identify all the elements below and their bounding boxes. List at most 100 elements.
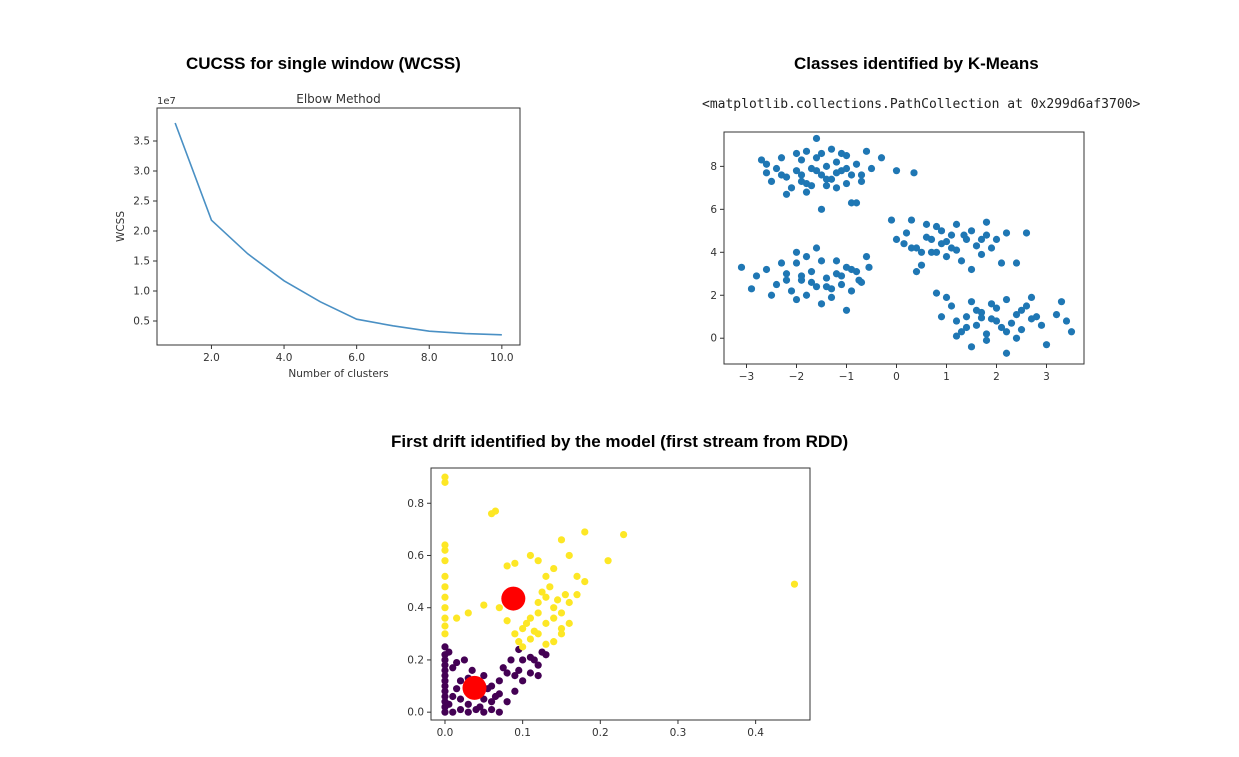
y-tick-label: 3.0	[133, 166, 150, 178]
scatter-point	[972, 321, 981, 329]
y-axis-label: WCSS	[115, 211, 127, 242]
x-tick-label: 0.2	[592, 727, 609, 739]
scatter-point	[468, 666, 476, 674]
scatter-point	[546, 583, 554, 591]
scatter-point	[907, 216, 916, 224]
scatter-point	[822, 274, 831, 282]
scatter-point	[855, 276, 863, 284]
scatter-point	[762, 169, 771, 177]
y-tick-label: 2.0	[133, 226, 150, 238]
scatter-point	[441, 708, 449, 716]
scatter-point	[747, 285, 756, 293]
y-tick-label: 0.4	[407, 602, 424, 614]
scatter-point	[812, 167, 821, 175]
scatter-point	[942, 237, 951, 246]
scatter-point	[557, 609, 566, 617]
scatter-point	[503, 562, 511, 570]
scatter-point	[1022, 302, 1031, 310]
scatter-point	[503, 669, 511, 677]
chart-title: Elbow Method	[296, 92, 381, 106]
scatter-point	[797, 177, 806, 186]
scatter-point	[887, 216, 896, 224]
scatter-point	[441, 604, 449, 612]
x-tick-label: 2	[993, 371, 1000, 383]
scatter-point	[519, 677, 527, 685]
scatter-point	[1002, 295, 1011, 304]
scatter-point	[441, 661, 449, 669]
scatter-point	[464, 609, 472, 617]
scatter-point	[441, 630, 449, 638]
scatter-point	[762, 265, 771, 274]
scatter-point	[1062, 317, 1071, 325]
x-tick-label: 4.0	[276, 352, 293, 364]
scatter-point	[982, 330, 991, 338]
scatter-point	[937, 313, 946, 321]
scatter-point	[907, 244, 916, 252]
scatter-point	[997, 259, 1006, 267]
scatter-point	[987, 244, 996, 252]
scatter-point	[1002, 328, 1011, 336]
scatter-point	[847, 265, 856, 274]
scatter-point	[542, 640, 550, 648]
scatter-point	[1007, 319, 1016, 327]
scatter-point	[967, 227, 976, 235]
scatter-point	[1037, 321, 1046, 329]
x-tick-label: 10.0	[490, 352, 513, 364]
y-tick-label: 3.5	[133, 136, 150, 148]
scatter-point	[957, 257, 966, 265]
scatter-point	[534, 598, 542, 607]
scatter-point	[777, 154, 786, 162]
scatter-point	[962, 313, 971, 321]
scatter-point	[530, 656, 538, 664]
scatter-point	[441, 677, 449, 685]
scatter-point	[997, 323, 1006, 332]
scatter-point	[792, 295, 801, 304]
scatter-point	[982, 231, 991, 239]
scatter-point	[1057, 298, 1066, 306]
scatter-point	[441, 541, 449, 549]
scatter-point	[952, 317, 961, 325]
scatter-point	[892, 167, 901, 175]
scatter-point	[550, 604, 558, 612]
scatter-point	[441, 572, 449, 580]
scatter-point	[441, 656, 449, 664]
scatter-point	[967, 343, 976, 351]
scatter-point	[495, 677, 503, 685]
scatter-point	[542, 619, 550, 627]
scatter-point	[1012, 259, 1021, 267]
scatter-point	[542, 593, 550, 601]
scatter-point	[1002, 229, 1011, 237]
scatter-point	[977, 250, 986, 259]
scatter-point	[511, 687, 519, 695]
scatter-point	[1042, 341, 1051, 349]
scatter-point	[822, 175, 831, 183]
scatter-point	[862, 252, 871, 261]
scatter-point	[832, 158, 841, 166]
scatter-point	[441, 546, 449, 554]
scatter-point	[842, 306, 851, 314]
scatter-point	[526, 669, 535, 677]
scatter-point	[620, 530, 628, 539]
scatter-point	[932, 289, 941, 297]
scatter-point	[857, 177, 866, 186]
scatter-point	[453, 614, 461, 622]
scatter-point	[550, 638, 558, 646]
scatter-point	[480, 695, 488, 703]
scatter-point	[565, 551, 573, 560]
scatter-point	[962, 323, 971, 332]
scatter-point	[604, 557, 612, 565]
scatter-point	[812, 283, 821, 291]
drift-heading: First drift identified by the model (fir…	[391, 432, 849, 451]
scatter-point	[441, 593, 449, 601]
y-tick-label: 1.0	[133, 286, 150, 298]
scatter-point	[441, 473, 449, 481]
scatter-point	[487, 698, 496, 706]
scatter-point	[852, 160, 861, 168]
y-tick-label: 6	[710, 204, 717, 216]
scatter-point	[902, 229, 911, 237]
y-offset-text: 1e7	[157, 96, 176, 107]
scatter-point	[550, 564, 558, 573]
scatter-point	[987, 300, 996, 308]
y-tick-label: 1.5	[133, 256, 150, 268]
